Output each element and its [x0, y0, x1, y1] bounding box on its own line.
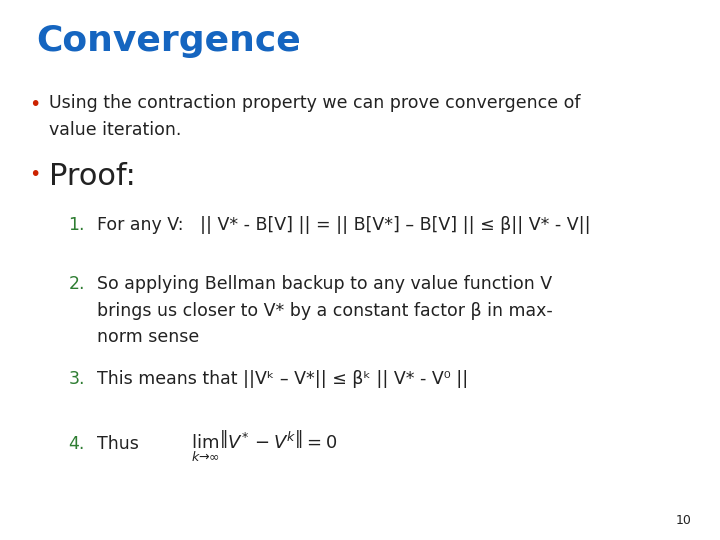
Text: Using the contraction property we can prove convergence of
value iteration.: Using the contraction property we can pr… [49, 94, 580, 139]
Text: •: • [29, 165, 40, 184]
Text: •: • [29, 94, 40, 113]
Text: $\lim_{k\rightarrow\infty}\left\|V^{*}-V^{k}\right\|=0$: $\lim_{k\rightarrow\infty}\left\|V^{*}-V… [191, 429, 337, 464]
Text: So applying Bellman backup to any value function V
brings us closer to V* by a c: So applying Bellman backup to any value … [97, 275, 553, 346]
Text: 2.: 2. [68, 275, 85, 293]
Text: 4.: 4. [68, 435, 85, 453]
Text: For any V:   || V* - B[V] || = || B[V*] – B[V] || ≤ β|| V* - V||: For any V: || V* - B[V] || = || B[V*] – … [97, 216, 591, 234]
Text: 3.: 3. [68, 370, 85, 388]
Text: Proof:: Proof: [49, 162, 135, 191]
Text: Thus: Thus [97, 435, 139, 453]
Text: This means that ||Vᵏ – V*|| ≤ βᵏ || V* - V⁰ ||: This means that ||Vᵏ – V*|| ≤ βᵏ || V* -… [97, 370, 469, 388]
Text: Convergence: Convergence [36, 24, 301, 58]
Text: 1.: 1. [68, 216, 85, 234]
Text: 10: 10 [675, 514, 691, 526]
